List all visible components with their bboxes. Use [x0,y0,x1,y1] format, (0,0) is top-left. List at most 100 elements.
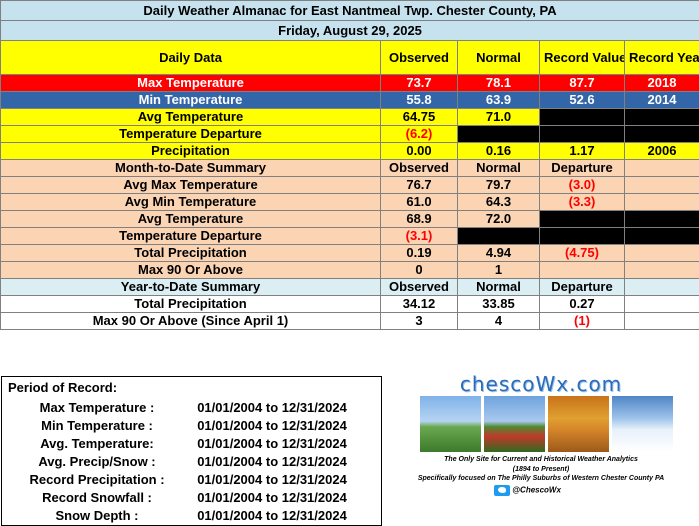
year-total-precipitation-row: Total Precipitation 34.12 33.85 0.27 [0,295,699,313]
period-range: 01/01/2004 to 12/31/2024 [197,454,347,469]
row-label: Min Temperature [0,91,381,109]
blank-cell [539,261,625,279]
twitter-handle: @ChescoWx [512,485,561,495]
month-header-row: Month-to-Date Summary Observed Normal De… [0,159,699,177]
period-range: 01/01/2004 to 12/31/2024 [197,400,347,415]
normal-value: 4 [457,312,540,330]
tagline: The Only Site for Current and Historical… [444,456,638,463]
observed-value: 3 [380,312,458,330]
tagline-years: (1894 to Present) [512,466,570,473]
header-year-to-date: Year-to-Date Summary [0,278,381,296]
period-range: 01/01/2004 to 12/31/2024 [197,490,347,505]
chescowx-logo[interactable]: chescoWx.com [459,372,623,396]
month-avg-temperature-row: Avg Temperature 68.9 72.0 [0,210,699,228]
record-value: 87.7 [539,74,625,92]
blank-cell [539,125,625,143]
period-range: 01/01/2004 to 12/31/2024 [197,418,347,433]
header-normal: Normal [457,159,540,177]
row-label: Temperature Departure [0,125,381,143]
page-title: Daily Weather Almanac for East Nantmeal … [0,0,699,21]
period-of-record-title: Period of Record: [8,380,118,395]
period-row: Record Precipitation : 01/01/2004 to 12/… [2,472,381,490]
header-departure: Departure [539,159,625,177]
avg-temperature-row: Avg Temperature 64.75 71.0 [0,108,699,126]
blank-cell [623,312,699,330]
period-label: Avg. Temperature: [40,436,154,451]
summer-photo [484,396,545,452]
winter-photo [612,396,673,452]
observed-value: 0.00 [380,142,458,160]
title-row: Daily Weather Almanac for East Nantmeal … [0,0,699,21]
observed-value: 64.75 [380,108,458,126]
period-label: Avg. Precip/Snow : [38,454,156,469]
departure-value: (3.0) [539,176,625,194]
observed-value: 0 [380,261,458,279]
header-departure: Departure [539,278,625,296]
observed-value: (3.1) [380,227,458,245]
month-avg-min-row: Avg Min Temperature 61.0 64.3 (3.3) [0,193,699,211]
blank-cell [457,125,540,143]
period-row: Max Temperature : 01/01/2004 to 12/31/20… [2,400,381,418]
normal-value: 64.3 [457,193,540,211]
normal-value: 63.9 [457,91,540,109]
year-header-row: Year-to-Date Summary Observed Normal Dep… [0,278,699,296]
normal-value: 0.16 [457,142,540,160]
normal-value: 4.94 [457,244,540,262]
period-row: Avg. Temperature: 01/01/2004 to 12/31/20… [2,436,381,454]
row-label: Avg Max Temperature [0,176,381,194]
normal-value: 71.0 [457,108,540,126]
departure-value: (1) [539,312,625,330]
period-row: Record Snowfall : 01/01/2004 to 12/31/20… [2,490,381,508]
blank-cell [539,210,625,228]
row-label: Max 90 Or Above [0,261,381,279]
blank-cell [623,295,699,313]
period-row: Avg. Precip/Snow : 01/01/2004 to 12/31/2… [2,454,381,472]
observed-value: 55.8 [380,91,458,109]
blank-cell [623,125,699,143]
row-label: Avg Temperature [0,108,381,126]
period-label: Snow Depth : [55,508,139,523]
twitter-link[interactable]: @ChescoWx [494,485,594,499]
row-label: Temperature Departure [0,227,381,245]
row-label: Max Temperature [0,74,381,92]
tagline-focus: Specifically focused on The Philly Subur… [417,475,665,482]
min-temperature-row: Min Temperature 55.8 63.9 52.6 2014 [0,91,699,109]
blank-cell [623,176,699,194]
record-year: 2006 [623,142,699,160]
month-max-90-row: Max 90 Or Above 0 1 [0,261,699,279]
record-year: 2018 [623,74,699,92]
observed-value: 73.7 [380,74,458,92]
blank-cell [623,261,699,279]
blank-cell [623,159,699,177]
period-row: Min Temperature : 01/01/2004 to 12/31/20… [2,418,381,436]
header-daily-data: Daily Data [0,40,381,75]
row-label: Total Precipitation [0,295,381,313]
period-label: Record Precipitation : [29,472,165,487]
header-normal: Normal [457,40,540,75]
blank-cell [623,227,699,245]
month-avg-max-row: Avg Max Temperature 76.7 79.7 (3.0) [0,176,699,194]
departure-value: (3.3) [539,193,625,211]
year-max-90-row: Max 90 Or Above (Since April 1) 3 4 (1) [0,312,699,330]
normal-value: 78.1 [457,74,540,92]
period-row: Snow Depth : 01/01/2004 to 12/31/2024 [2,508,381,526]
record-year: 2014 [623,91,699,109]
normal-value: 72.0 [457,210,540,228]
normal-value: 79.7 [457,176,540,194]
normal-value: 33.85 [457,295,540,313]
observed-value: 61.0 [380,193,458,211]
departure-value: 0.27 [539,295,625,313]
period-of-record-box: Period of Record: Max Temperature : 01/0… [1,376,382,526]
header-observed: Observed [380,159,458,177]
blank-cell [623,244,699,262]
month-total-precipitation-row: Total Precipitation 0.19 4.94 (4.75) [0,244,699,262]
date-row: Friday, August 29, 2025 [0,20,699,41]
spring-photo [420,396,481,452]
chescowx-banner[interactable]: chescoWx.com The Only Site for Current a… [384,372,698,524]
observed-value: 0.19 [380,244,458,262]
row-label: Avg Min Temperature [0,193,381,211]
period-label: Max Temperature : [39,400,155,415]
almanac-table: Daily Weather Almanac for East Nantmeal … [0,0,699,330]
blank-cell [623,278,699,296]
blank-cell [623,108,699,126]
